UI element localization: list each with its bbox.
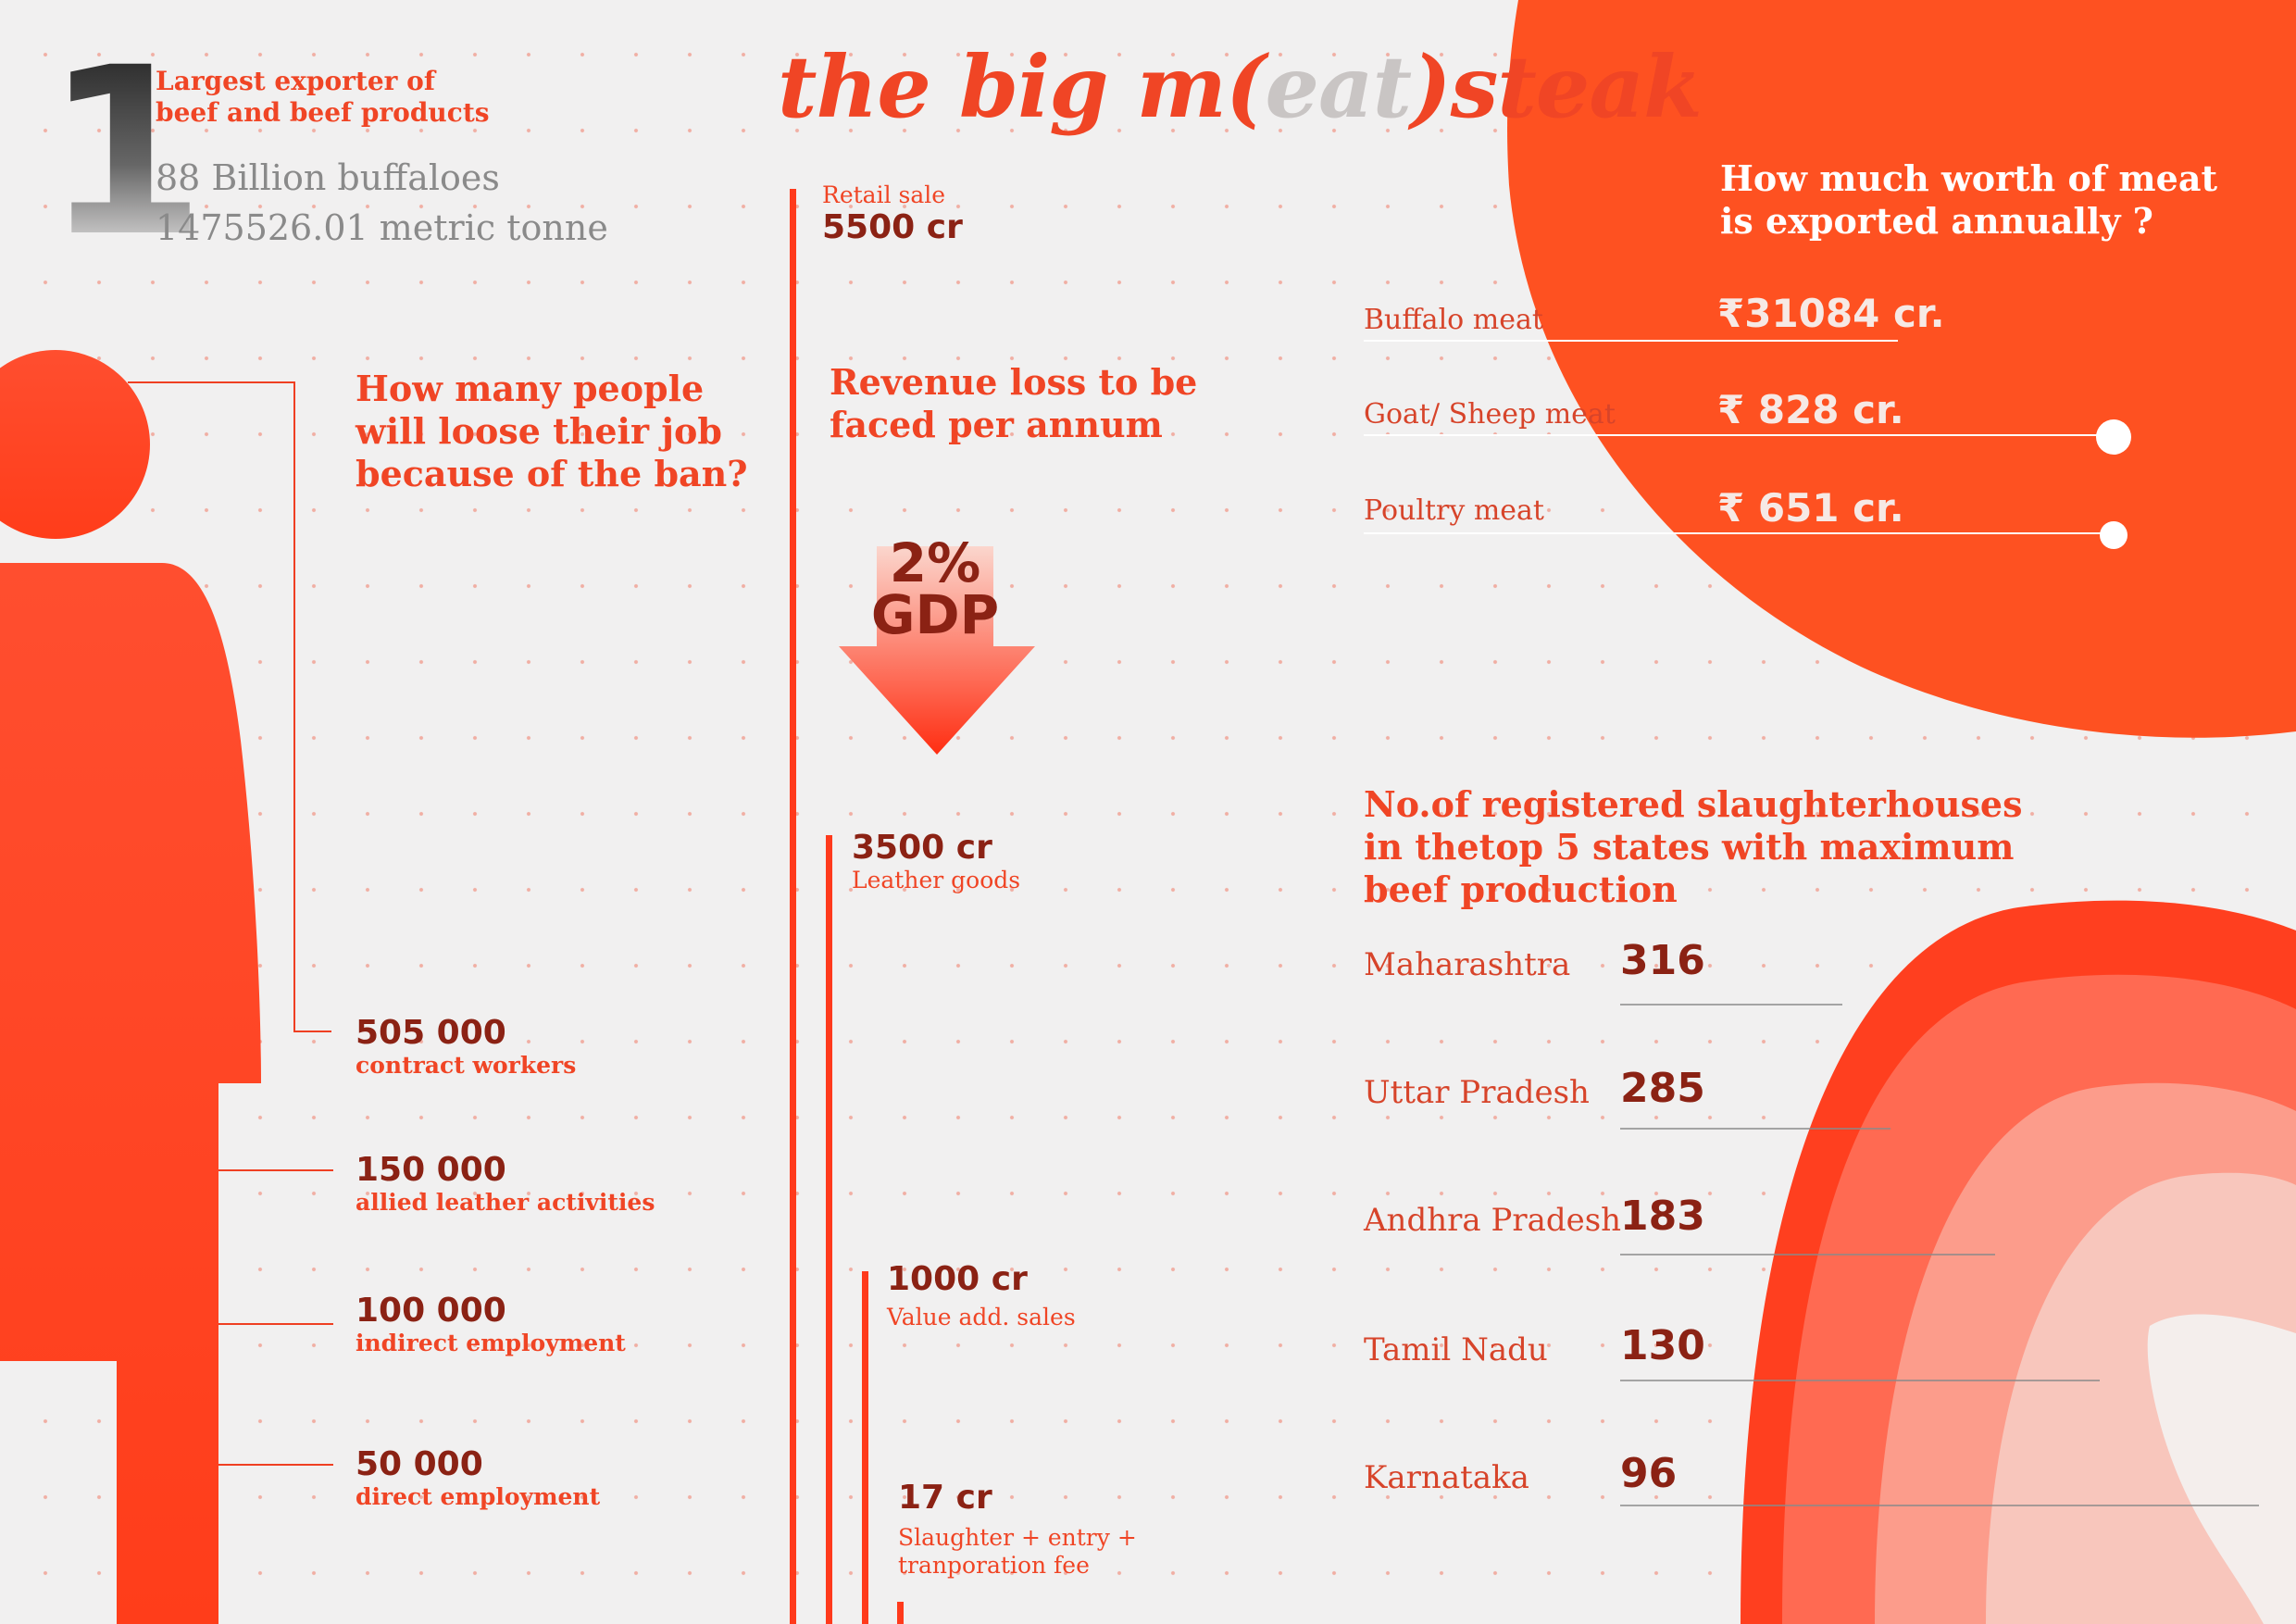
jobs-question-line: because of the ban? (356, 453, 748, 494)
revenue-question-line: Revenue loss to be (830, 361, 1198, 403)
export-blob (1507, 0, 2296, 738)
meat-rings (1741, 900, 2296, 1624)
revenue-label: Value add. sales (887, 1304, 1076, 1330)
state-count-andhra-pradesh: 183 (1620, 1193, 1705, 1240)
rank-number: 1 (44, 18, 206, 287)
job-connector-lines (128, 381, 333, 1466)
retail-sale-value: 5500 cr (822, 208, 963, 246)
job-stat-allied: 150 000 allied leather activities (356, 1152, 655, 1217)
retail-sale-label: Retail sale (822, 181, 946, 208)
state-count-tamil-nadu: 130 (1620, 1322, 1705, 1369)
person-icon (0, 350, 261, 1624)
job-stat-indirect: 100 000 indirect employment (356, 1293, 626, 1357)
slaughterhouses-title-line: No.of registered slaughterhouses (1364, 783, 2023, 825)
exports-question: How much worth of meat is exported annua… (1720, 157, 2217, 243)
slaughterhouses-title-line: in thetop 5 states with maximum (1364, 826, 2015, 868)
rank-label-1: Largest exporter of (156, 66, 435, 96)
export-value-buffalo: ₹31084 cr. (1717, 291, 1945, 336)
job-stat-label: indirect employment (356, 1330, 626, 1356)
rank-label-2: beef and beef products (156, 97, 490, 128)
gdp-badge: 2% GDP (861, 531, 1009, 646)
jobs-question-line: How many people (356, 368, 705, 409)
revenue-question: Revenue loss to be faced per annum (830, 361, 1197, 446)
gdp-label: GDP (870, 583, 1000, 646)
gdp-percent: 2% (889, 531, 981, 594)
job-stat-label: contract workers (356, 1052, 577, 1079)
slaughterhouses-title: No.of registered slaughterhouses in thet… (1364, 783, 2022, 911)
revenue-leather: 3500 cr Leather goods (852, 830, 1020, 894)
revenue-value-add: 1000 cr Value add. sales (887, 1261, 1076, 1331)
state-count-uttar-pradesh: 285 (1620, 1065, 1705, 1112)
job-stat-label: allied leather activities (356, 1189, 655, 1216)
revenue-label: Leather goods (852, 867, 1021, 893)
job-stat-contract: 505 000 contract workers (356, 1015, 576, 1080)
job-stat-label: direct employment (356, 1483, 601, 1510)
rank-stat-tonnes: 1475526.01 metric tonne (156, 207, 608, 248)
state-lines (1620, 1004, 2259, 1506)
slaughterhouses-title-line: beef production (1364, 868, 1678, 910)
export-label-buffalo: Buffalo meat (1364, 304, 1543, 336)
revenue-question-line: faced per annum (830, 404, 1163, 445)
state-name-maharashtra: Maharashtra (1364, 946, 1571, 983)
rank-stat-buffaloes: 88 Billion buffaloes (156, 157, 500, 198)
export-lines (1364, 340, 2111, 534)
page-title: the big m(eat)steak (778, 37, 1703, 137)
job-stat-value: 505 000 (356, 1014, 506, 1052)
state-name-tamil-nadu: Tamil Nadu (1364, 1331, 1548, 1368)
export-label-poultry: Poultry meat (1364, 494, 1544, 527)
revenue-label: tranporation fee (898, 1552, 1090, 1579)
revenue-bars (790, 189, 904, 1624)
jobs-question-line: will loose their job (356, 410, 722, 452)
export-label-goat: Goat/ Sheep meat (1364, 398, 1616, 431)
state-name-karnataka: Karnataka (1364, 1459, 1529, 1496)
exports-question-line: is exported annually ? (1720, 200, 2153, 242)
export-value-poultry: ₹ 651 cr. (1717, 485, 1904, 531)
jobs-question: How many people will loose their job bec… (356, 368, 748, 495)
exports-question-line: How much worth of meat (1720, 157, 2217, 199)
export-value-goat: ₹ 828 cr. (1717, 387, 1904, 432)
revenue-value: 17 cr (898, 1479, 992, 1517)
revenue-slaughter-fee: 17 cr Slaughter + entry + tranporation f… (898, 1480, 1137, 1580)
export-line-dots (2096, 419, 2131, 549)
revenue-value: 3500 cr (852, 829, 992, 867)
down-arrow-icon (839, 546, 1035, 755)
state-name-uttar-pradesh: Uttar Pradesh (1364, 1074, 1590, 1111)
state-count-maharashtra: 316 (1620, 937, 1705, 984)
state-name-andhra-pradesh: Andhra Pradesh (1364, 1202, 1622, 1239)
job-stat-value: 150 000 (356, 1151, 506, 1189)
job-stat-value: 50 000 (356, 1445, 483, 1483)
job-stat-value: 100 000 (356, 1292, 506, 1330)
job-stat-direct: 50 000 direct employment (356, 1446, 600, 1511)
revenue-value: 1000 cr (887, 1260, 1028, 1298)
state-count-karnataka: 96 (1620, 1450, 1678, 1497)
revenue-label: Slaughter + entry + (898, 1524, 1137, 1551)
